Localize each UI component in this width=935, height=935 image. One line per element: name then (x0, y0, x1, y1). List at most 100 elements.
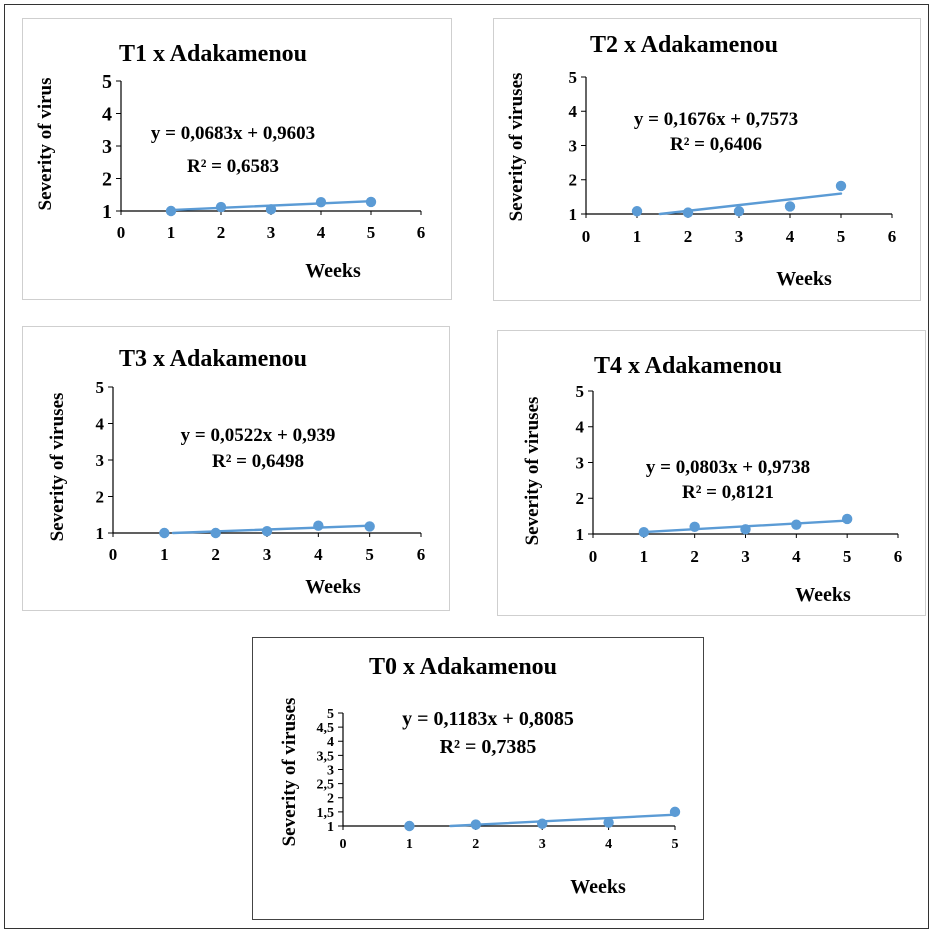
x-tick-label: 3 (741, 547, 750, 566)
data-point (835, 180, 847, 192)
y-tick-label: 5 (96, 378, 105, 397)
x-tick-label: 3 (267, 223, 276, 242)
figure-frame (4, 4, 929, 929)
chart-panel-t0: T0 x Adakamenou 1 1,5 2 2,5 3 3,5 4 4,5 5 0 1 2 3 4 5 We… (252, 637, 704, 920)
data-point (315, 197, 327, 208)
data-point (740, 524, 751, 535)
y-tick-label: 3 (96, 451, 105, 470)
x-tick-label: 5 (365, 545, 374, 564)
x-tick-label: 2 (211, 545, 220, 564)
trendline-equation: y = 0,0522x + 0,939 (181, 425, 336, 446)
y-tick-label: 3 (327, 763, 334, 778)
y-tick-label: 4 (102, 104, 112, 126)
data-point (313, 520, 324, 531)
y-tick-label: 4,5 (317, 721, 335, 736)
trendline (449, 813, 677, 828)
y-axis-label: Severity of viruses (506, 73, 527, 222)
x-tick-label: 5 (837, 227, 846, 246)
x-tick-label: 0 (340, 837, 347, 852)
y-tick-label: 4 (96, 414, 105, 433)
x-tick-label: 1 (167, 223, 176, 242)
y-tick-label: 1 (102, 201, 112, 223)
x-tick-label: 6 (417, 545, 426, 564)
y-tick-label: 5 (576, 382, 585, 401)
x-tick-label: 1 (406, 837, 413, 852)
r-squared-label: R² = 0,6406 (670, 134, 762, 155)
x-tick-label: 0 (582, 227, 591, 246)
x-tick-label: 3 (735, 227, 744, 246)
chart-panel-t2: T2 x Adakamenou 1 2 3 4 5 0 1 2 3 4 5 6 Weeks Severity… (493, 18, 921, 301)
r-squared-label: R² = 0,6498 (212, 451, 304, 472)
data-point (733, 206, 745, 217)
x-tick-label: 4 (317, 223, 326, 242)
x-tick-label: 6 (417, 223, 426, 242)
y-tick-label: 4 (576, 418, 585, 437)
y-tick-label: 3 (102, 136, 112, 158)
r-squared-label: R² = 0,8121 (682, 482, 774, 503)
chart-panel-t3: T3 x Adakamenou 1 2 3 4 5 0 1 2 3 4 5 6 Weeks Severity… (22, 326, 450, 611)
x-tick-label: 4 (314, 545, 323, 564)
y-tick-label: 4 (569, 102, 578, 121)
x-axis-label: Weeks (305, 576, 361, 598)
data-point (215, 201, 227, 213)
data-point (669, 806, 681, 818)
data-point (265, 204, 277, 215)
x-tick-label: 0 (589, 547, 598, 566)
data-point (159, 527, 170, 539)
y-axis-label: Severity of viruses (279, 698, 300, 847)
y-tick-label: 3,5 (317, 749, 335, 764)
y-tick-label: 2 (102, 169, 112, 191)
y-axis-label: Severity of virus (35, 78, 56, 211)
x-axis-label: Weeks (570, 876, 626, 898)
x-tick-label: 3 (539, 837, 546, 852)
y-tick-label: 1 (569, 205, 578, 224)
chart-title: T1 x Adakamenou (119, 41, 307, 67)
y-tick-label: 3 (569, 136, 578, 155)
data-point (470, 819, 481, 830)
x-tick-label: 4 (792, 547, 801, 566)
x-tick-label: 1 (640, 547, 649, 566)
data-point (537, 818, 548, 829)
x-tick-label: 0 (109, 545, 118, 564)
data-point (682, 207, 694, 218)
data-point (638, 527, 650, 538)
data-point (689, 521, 700, 533)
x-axis-label: Weeks (776, 268, 832, 290)
y-axis-label: Severity of viruses (47, 393, 68, 542)
trendline-equation: y = 0,1183x + 0,8085 (402, 708, 574, 730)
y-tick-label: 5 (102, 71, 112, 93)
chart-panel-t4: T4 x Adakamenou 1 2 3 4 5 0 1 2 3 4 5 6 Weeks Severity… (497, 330, 926, 616)
x-tick-label: 1 (633, 227, 642, 246)
x-tick-label: 2 (217, 223, 226, 242)
chart-title: T2 x Adakamenou (590, 32, 778, 58)
data-point (784, 201, 796, 212)
y-tick-label: 1 (327, 820, 334, 835)
y-tick-label: 5 (569, 68, 578, 87)
x-axis-label: Weeks (795, 584, 851, 606)
y-tick-label: 2,5 (317, 778, 335, 793)
y-tick-label: 1,5 (317, 806, 335, 821)
r-squared-label: R² = 0,6583 (187, 156, 279, 177)
y-axis-label: Severity of viruses (522, 397, 543, 546)
data-point (364, 521, 375, 532)
x-tick-label: 4 (605, 837, 612, 852)
data-point (841, 513, 853, 525)
x-tick-label: 2 (472, 837, 479, 852)
x-tick-label: 5 (367, 223, 376, 242)
x-tick-label: 2 (684, 227, 693, 246)
x-tick-label: 0 (117, 223, 126, 242)
x-tick-label: 5 (843, 547, 852, 566)
y-tick-label: 1 (576, 525, 585, 544)
r-squared-label: R² = 0,7385 (440, 736, 537, 758)
y-tick-label: 2 (576, 489, 585, 508)
data-point (165, 205, 177, 217)
y-tick-label: 5 (327, 707, 334, 722)
x-tick-label: 4 (786, 227, 795, 246)
chart-title: T4 x Adakamenou (594, 353, 782, 379)
y-tick-label: 2 (96, 487, 105, 506)
x-tick-label: 5 (672, 837, 679, 852)
